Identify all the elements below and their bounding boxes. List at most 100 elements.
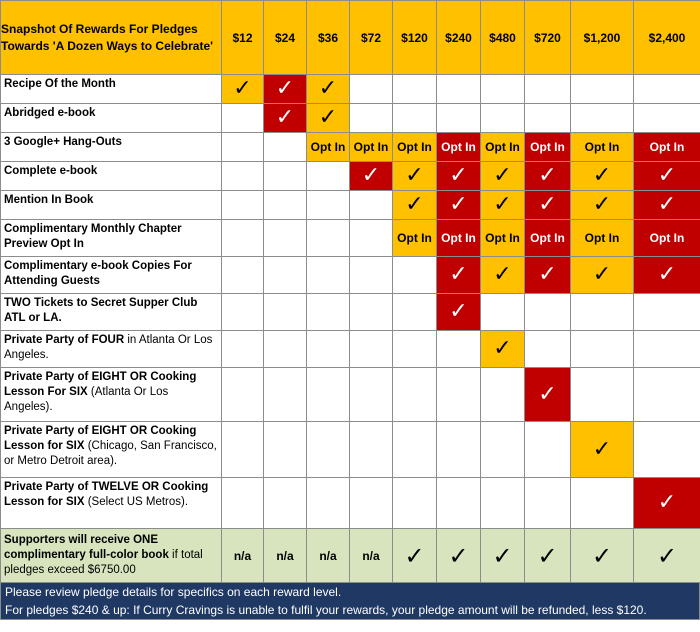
- reward-cell: [221, 421, 264, 478]
- reward-cell: [306, 421, 350, 478]
- reward-row: Recipe Of the Month ✓ ✓ ✓: [0, 74, 700, 104]
- label-text: if total pledges exceed $6750.00: [4, 549, 203, 576]
- reward-cell: [306, 330, 350, 368]
- checkmark-icon: ✓: [493, 163, 512, 188]
- reward-cell: ✓: [263, 74, 307, 104]
- reward-cell: [306, 293, 350, 331]
- label-text: in Atlanta Or Los Angeles.: [4, 334, 213, 361]
- checkmark-icon: ✓: [538, 262, 557, 287]
- checkmark-icon: ✓: [592, 192, 612, 217]
- reward-cell: ✓: [436, 528, 481, 583]
- reward-cell: Opt In: [570, 219, 634, 257]
- checkmark-icon: ✓: [361, 163, 381, 188]
- label-bold-text: Complimentary e-book Copies For Attendin…: [4, 260, 192, 287]
- checkmark-icon: ✓: [405, 163, 424, 188]
- label-bold-text: Private Party of TWELVE OR Cooking Lesso…: [4, 481, 209, 508]
- reward-cell: ✓: [633, 161, 700, 191]
- reward-cell: [221, 367, 264, 422]
- not-applicable-label: n/a: [319, 548, 337, 563]
- reward-cell: [570, 293, 634, 331]
- reward-cell: ✓: [480, 528, 525, 583]
- reward-cell: [436, 421, 481, 478]
- reward-cell: ✓: [524, 256, 571, 294]
- reward-cell: [633, 293, 700, 331]
- checkmark-icon: ✓: [592, 262, 612, 287]
- reward-cell: ✓: [570, 161, 634, 191]
- opt-in-label: Opt In: [397, 140, 432, 154]
- reward-cell: ✓: [349, 161, 393, 191]
- reward-cell: [349, 477, 393, 529]
- reward-label: Private Party of EIGHT OR Cooking Lesson…: [0, 421, 222, 478]
- reward-cell: Opt In: [392, 219, 437, 257]
- reward-cell: [570, 330, 634, 368]
- opt-in-label: Opt In: [485, 140, 520, 154]
- reward-cell: [221, 293, 264, 331]
- reward-cell: [263, 477, 307, 529]
- reward-cell: [349, 256, 393, 294]
- reward-cell: [392, 103, 437, 133]
- summary-row: Supporters will receive ONE complimentar…: [0, 528, 700, 583]
- checkmark-icon: ✓: [656, 541, 678, 570]
- label-text: (Atlanta Or Los Angeles).: [4, 386, 169, 413]
- reward-cell: [306, 190, 350, 220]
- reward-cell: [436, 367, 481, 422]
- reward-cell: ✓: [392, 161, 437, 191]
- reward-cell: [392, 330, 437, 368]
- reward-cell: [524, 421, 571, 478]
- reward-cell: [263, 190, 307, 220]
- label-bold-text: Complimentary Monthly Chapter Preview Op…: [4, 223, 182, 250]
- reward-cell: [436, 330, 481, 368]
- opt-in-label: Opt In: [530, 231, 565, 245]
- checkmark-icon: ✓: [448, 541, 469, 570]
- checkmark-icon: ✓: [275, 76, 295, 101]
- footer-note-refund: For pledges $240 & up: If Curry Cravings…: [5, 603, 647, 617]
- reward-cell: ✓: [392, 190, 437, 220]
- reward-cell: [263, 256, 307, 294]
- reward-cell: [436, 477, 481, 529]
- tier-header: $36: [306, 0, 350, 75]
- checkmark-icon: ✓: [233, 76, 252, 101]
- checkmark-icon: ✓: [275, 105, 295, 130]
- label-text: (Select US Metros).: [84, 496, 189, 508]
- reward-cell: [524, 74, 571, 104]
- reward-cell: ✓: [480, 190, 525, 220]
- reward-cell: [524, 103, 571, 133]
- checkmark-icon: ✓: [449, 192, 468, 217]
- reward-cell: [524, 330, 571, 368]
- reward-cell: [633, 367, 700, 422]
- opt-in-label: Opt In: [649, 231, 685, 245]
- checkmark-icon: ✓: [449, 163, 468, 188]
- reward-cell: n/a: [349, 528, 393, 583]
- reward-cell: [221, 103, 264, 133]
- reward-cell: [221, 161, 264, 191]
- label-bold-text: Recipe Of the Month: [4, 78, 116, 90]
- reward-cell: [306, 219, 350, 257]
- reward-cell: ✓: [633, 256, 700, 294]
- label-bold-text: Abridged e-book: [4, 107, 96, 119]
- opt-in-label: Opt In: [441, 231, 476, 245]
- checkmark-icon: ✓: [405, 192, 424, 217]
- reward-cell: ✓: [524, 161, 571, 191]
- reward-cell: [263, 367, 307, 422]
- reward-cell: [263, 219, 307, 257]
- tier-header: $12: [221, 0, 264, 75]
- reward-cell: ✓: [570, 421, 634, 478]
- reward-cell: ✓: [570, 528, 634, 583]
- reward-cell: ✓: [436, 256, 481, 294]
- reward-cell: [480, 74, 525, 104]
- reward-label: Private Party of FOUR in Atlanta Or Los …: [0, 330, 222, 368]
- reward-cell: [633, 103, 700, 133]
- reward-cell: [263, 161, 307, 191]
- reward-cell: [524, 293, 571, 331]
- checkmark-icon: ✓: [657, 262, 677, 287]
- rewards-table: Snapshot Of Rewards For Pledges Towards …: [0, 0, 700, 583]
- label-bold-text: Private Party of EIGHT OR Cooking Lesson…: [4, 371, 197, 398]
- reward-cell: [349, 219, 393, 257]
- reward-cell: [306, 161, 350, 191]
- reward-cell: [221, 132, 264, 162]
- reward-cell: [436, 74, 481, 104]
- checkmark-icon: ✓: [449, 262, 468, 287]
- reward-row: TWO Tickets to Secret Supper Club ATL or…: [0, 293, 700, 331]
- opt-in-label: Opt In: [485, 231, 520, 245]
- reward-cell: [392, 256, 437, 294]
